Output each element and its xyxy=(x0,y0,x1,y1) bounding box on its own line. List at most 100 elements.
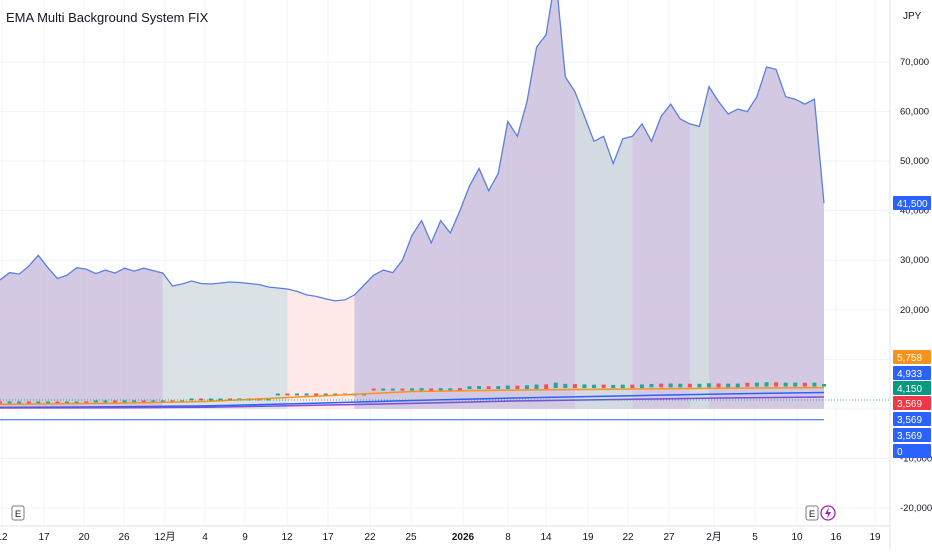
candle xyxy=(7,401,12,404)
candle xyxy=(410,388,414,391)
ema-line xyxy=(0,391,825,409)
x-tick-label: 25 xyxy=(405,532,417,543)
x-tick-label: 22 xyxy=(364,532,376,543)
candle xyxy=(74,401,79,404)
candle xyxy=(17,401,22,404)
candle xyxy=(754,382,759,387)
price-label-text: 41,500 xyxy=(897,199,928,210)
candle xyxy=(122,400,127,403)
background-band xyxy=(162,273,288,409)
x-tick-label: 17 xyxy=(38,532,50,543)
candle xyxy=(55,401,60,404)
candle xyxy=(132,400,137,403)
candle xyxy=(477,386,482,390)
background-band xyxy=(574,91,633,409)
price-label-box xyxy=(893,196,931,210)
candle xyxy=(668,383,673,388)
candle xyxy=(515,385,520,390)
candle xyxy=(496,386,501,390)
candle xyxy=(534,384,539,390)
earnings-marker[interactable] xyxy=(805,505,819,521)
ema-line xyxy=(0,386,825,406)
candle xyxy=(314,393,319,396)
price-label-box xyxy=(893,366,931,380)
price-label-text: 4,150 xyxy=(897,384,922,395)
candle xyxy=(160,400,165,403)
x-tick-label: 2月 xyxy=(706,531,722,543)
candle xyxy=(45,401,50,404)
candle xyxy=(103,400,108,403)
price-label-text: 3,569 xyxy=(897,415,922,426)
candle xyxy=(371,388,376,391)
ema-line xyxy=(0,396,825,409)
candle xyxy=(601,384,606,389)
candle xyxy=(544,384,549,390)
x-tick-label: 2026 xyxy=(452,532,475,543)
x-tick-label: 12月 xyxy=(154,531,175,543)
candle xyxy=(448,388,453,391)
candle xyxy=(199,398,204,401)
price-label-box xyxy=(893,396,931,410)
candle xyxy=(592,384,597,389)
candle xyxy=(467,386,472,390)
candle xyxy=(726,383,731,388)
y-tick-label: 30,000 xyxy=(900,255,929,266)
candle xyxy=(524,385,529,390)
chart-title: EMA Multi Background System FIX xyxy=(6,10,209,25)
price-label-box xyxy=(893,444,931,458)
x-tick-label: 17 xyxy=(322,532,334,543)
y-tick-label: 20,000 xyxy=(900,305,929,316)
lightning-glyph xyxy=(825,507,831,519)
candle xyxy=(735,383,740,388)
x-tick-label: 4 xyxy=(202,532,208,543)
candle xyxy=(812,382,817,387)
y-tick-label: 60,000 xyxy=(900,107,929,118)
candle xyxy=(639,384,644,389)
candle xyxy=(36,401,41,404)
candle xyxy=(93,400,98,403)
candle xyxy=(822,383,826,387)
price-label-box xyxy=(893,381,931,395)
candle xyxy=(659,383,664,388)
candle xyxy=(802,382,807,387)
candle xyxy=(649,383,654,388)
candle xyxy=(553,382,558,389)
x-tick-label: 14 xyxy=(540,532,552,543)
candle xyxy=(774,382,779,387)
price-label-box xyxy=(893,350,931,364)
candle xyxy=(227,398,232,401)
price-line xyxy=(0,0,825,302)
candle xyxy=(400,388,405,391)
candle xyxy=(295,393,300,396)
price-label-text: 5,758 xyxy=(897,353,922,364)
earnings-marker[interactable] xyxy=(11,505,25,521)
x-tick-label: 8 xyxy=(505,532,511,543)
price-label-text: 4,933 xyxy=(897,369,922,380)
candle xyxy=(563,383,568,389)
x-tick-label: 5 xyxy=(752,532,758,543)
price-label-text: 3,569 xyxy=(897,399,922,410)
candle xyxy=(26,401,31,404)
price-label-text: 3,569 xyxy=(897,431,922,442)
candle xyxy=(0,401,2,404)
candle xyxy=(620,384,625,389)
background-band xyxy=(0,255,163,409)
y-tick-label: -20,000 xyxy=(900,503,932,514)
candle xyxy=(611,384,616,389)
candle xyxy=(678,383,683,388)
price-label-text: 0 xyxy=(897,447,903,458)
candle xyxy=(208,398,213,401)
candle xyxy=(505,385,510,390)
candle xyxy=(65,401,70,404)
candle xyxy=(582,384,587,389)
x-tick-label: 12 xyxy=(281,532,293,543)
y-tick-label: -10,000 xyxy=(900,453,932,464)
x-tick-label: 22 xyxy=(622,532,634,543)
x-tick-label: 27 xyxy=(663,532,675,543)
candle xyxy=(419,388,424,391)
x-tick-label: 16 xyxy=(830,532,842,543)
earnings-marker-label: E xyxy=(15,509,21,520)
candle xyxy=(783,382,788,387)
